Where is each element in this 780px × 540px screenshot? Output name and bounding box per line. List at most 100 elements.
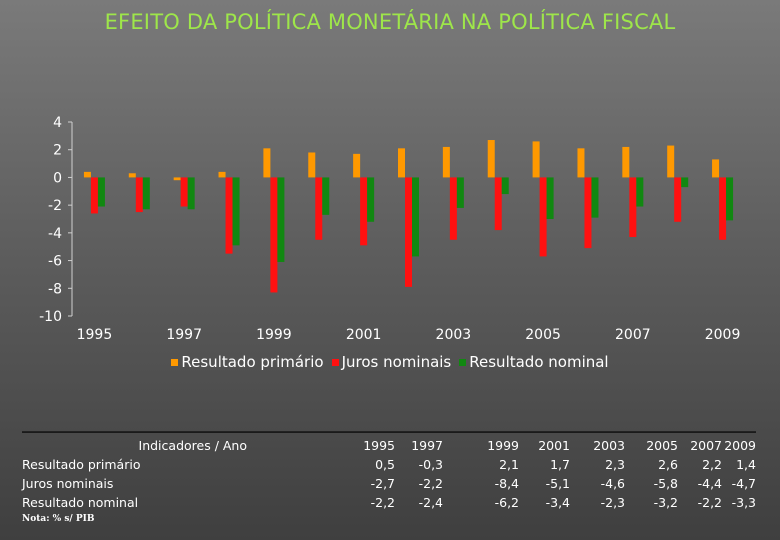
bar <box>128 173 136 178</box>
x-axis: 1995 1997 1999 2001 2003 2005 2007 2009 <box>77 327 741 340</box>
bar <box>412 177 419 257</box>
bar <box>442 146 450 178</box>
table-cell: -4,4 <box>697 476 722 491</box>
bar <box>353 153 361 178</box>
bar <box>405 177 412 287</box>
bar <box>277 177 285 262</box>
bar-chart: 4 2 0 -2 -4 -6 -8 -10 1995 1997 1999 2001 2003 2005 2… <box>39 115 741 340</box>
x-tick-label: 2001 <box>346 327 382 340</box>
table-divider <box>22 431 756 433</box>
bar <box>712 159 720 178</box>
bar <box>622 146 630 178</box>
table-year: 2005 <box>646 438 678 453</box>
bar <box>577 148 585 178</box>
bar <box>90 177 98 214</box>
y-tick-label: 4 <box>53 115 62 131</box>
bar <box>263 148 271 178</box>
bar <box>308 152 316 178</box>
bar <box>636 177 644 207</box>
bar <box>360 177 368 246</box>
bar <box>501 177 509 195</box>
x-tick-label: 2009 <box>705 327 741 340</box>
legend-swatch-nominal <box>459 358 467 366</box>
y-tick-label: -10 <box>39 309 62 325</box>
table-cell: -2,2 <box>370 495 395 510</box>
table-cell: -3,3 <box>731 495 756 510</box>
bar <box>97 177 105 207</box>
bar <box>532 141 540 178</box>
legend: Resultado primário Juros nominais Result… <box>0 353 780 371</box>
table-row: Resultado primário 0,5 -0,3 2,1 1,7 2,3 … <box>22 455 756 474</box>
legend-label-nominal: Resultado nominal <box>469 353 609 371</box>
table-cell: 2,6 <box>658 457 678 472</box>
bar <box>494 177 502 231</box>
table-cell: -4,7 <box>731 476 756 491</box>
table-cell: -2,7 <box>370 476 395 491</box>
table-cell: 2,2 <box>702 457 722 472</box>
y-tick-label: 0 <box>53 170 62 186</box>
x-tick-label: 1997 <box>166 327 202 340</box>
table-cell: -2,3 <box>600 495 625 510</box>
bar <box>315 177 323 240</box>
bar <box>398 148 405 178</box>
bar <box>180 177 188 207</box>
table-year: 2009 <box>724 438 756 453</box>
table-cell: -2,2 <box>418 476 443 491</box>
x-tick-label: 2005 <box>525 327 561 340</box>
table-cell: -0,3 <box>418 457 443 472</box>
y-tick-label: -2 <box>48 198 62 214</box>
table-row-label: Juros nominais <box>22 476 114 491</box>
y-axis: 4 2 0 -2 -4 -6 -8 -10 <box>39 115 73 325</box>
bar <box>546 177 554 219</box>
bar <box>135 177 143 213</box>
bar <box>629 177 637 238</box>
legend-item-nominal: Resultado nominal <box>459 353 609 371</box>
bar <box>322 177 330 215</box>
table-year: 1999 <box>487 438 519 453</box>
legend-label-primario: Resultado primário <box>181 353 324 371</box>
bar <box>681 177 689 188</box>
x-tick-label: 1999 <box>256 327 292 340</box>
y-tick-label: 2 <box>53 143 62 159</box>
legend-item-primario: Resultado primário <box>171 353 324 371</box>
legend-item-juros: Juros nominais <box>331 353 451 371</box>
indicators-table: Indicadores / Ano 1995 1997 1999 2001 20… <box>22 436 756 512</box>
table-cell: -6,2 <box>494 495 519 510</box>
bar <box>232 177 240 246</box>
table-cell: -3,4 <box>545 495 570 510</box>
bar <box>225 177 233 254</box>
table-row: Juros nominais -2,7 -2,2 -8,4 -5,1 -4,6 … <box>22 474 756 493</box>
bar <box>218 171 226 178</box>
footnote: Nota: % s/ PIB <box>22 514 95 524</box>
table-cell: -4,6 <box>600 476 625 491</box>
table-cell: -2,2 <box>697 495 722 510</box>
x-tick-label: 1995 <box>77 327 113 340</box>
y-tick-label: -4 <box>48 226 62 242</box>
table-cell: 0,5 <box>375 457 395 472</box>
legend-swatch-primario <box>171 358 179 366</box>
table-cell: -8,4 <box>494 476 519 491</box>
bar <box>584 177 592 249</box>
bar <box>449 177 457 240</box>
table-row: Resultado nominal -2,2 -2,4 -6,2 -3,4 -2… <box>22 493 756 512</box>
bar <box>367 177 375 222</box>
bar <box>270 177 278 293</box>
table-year: 1995 <box>363 438 395 453</box>
bars-group <box>83 140 734 293</box>
bar <box>674 177 682 222</box>
table-cell: -2,4 <box>418 495 443 510</box>
bar <box>667 145 675 178</box>
table-row-label: Resultado nominal <box>22 495 139 510</box>
table-year: 2007 <box>690 438 722 453</box>
table-cell: -5,8 <box>653 476 678 491</box>
table-year: 2001 <box>538 438 570 453</box>
table-cell: -3,2 <box>653 495 678 510</box>
table-cell: 2,1 <box>499 457 519 472</box>
table-year: 1997 <box>411 438 443 453</box>
table-cell: -5,1 <box>545 476 570 491</box>
table-row-label: Resultado primário <box>22 457 141 472</box>
bar <box>456 177 464 208</box>
bar <box>83 171 91 178</box>
y-tick-label: -6 <box>48 254 62 270</box>
table-cell: 1,7 <box>550 457 570 472</box>
